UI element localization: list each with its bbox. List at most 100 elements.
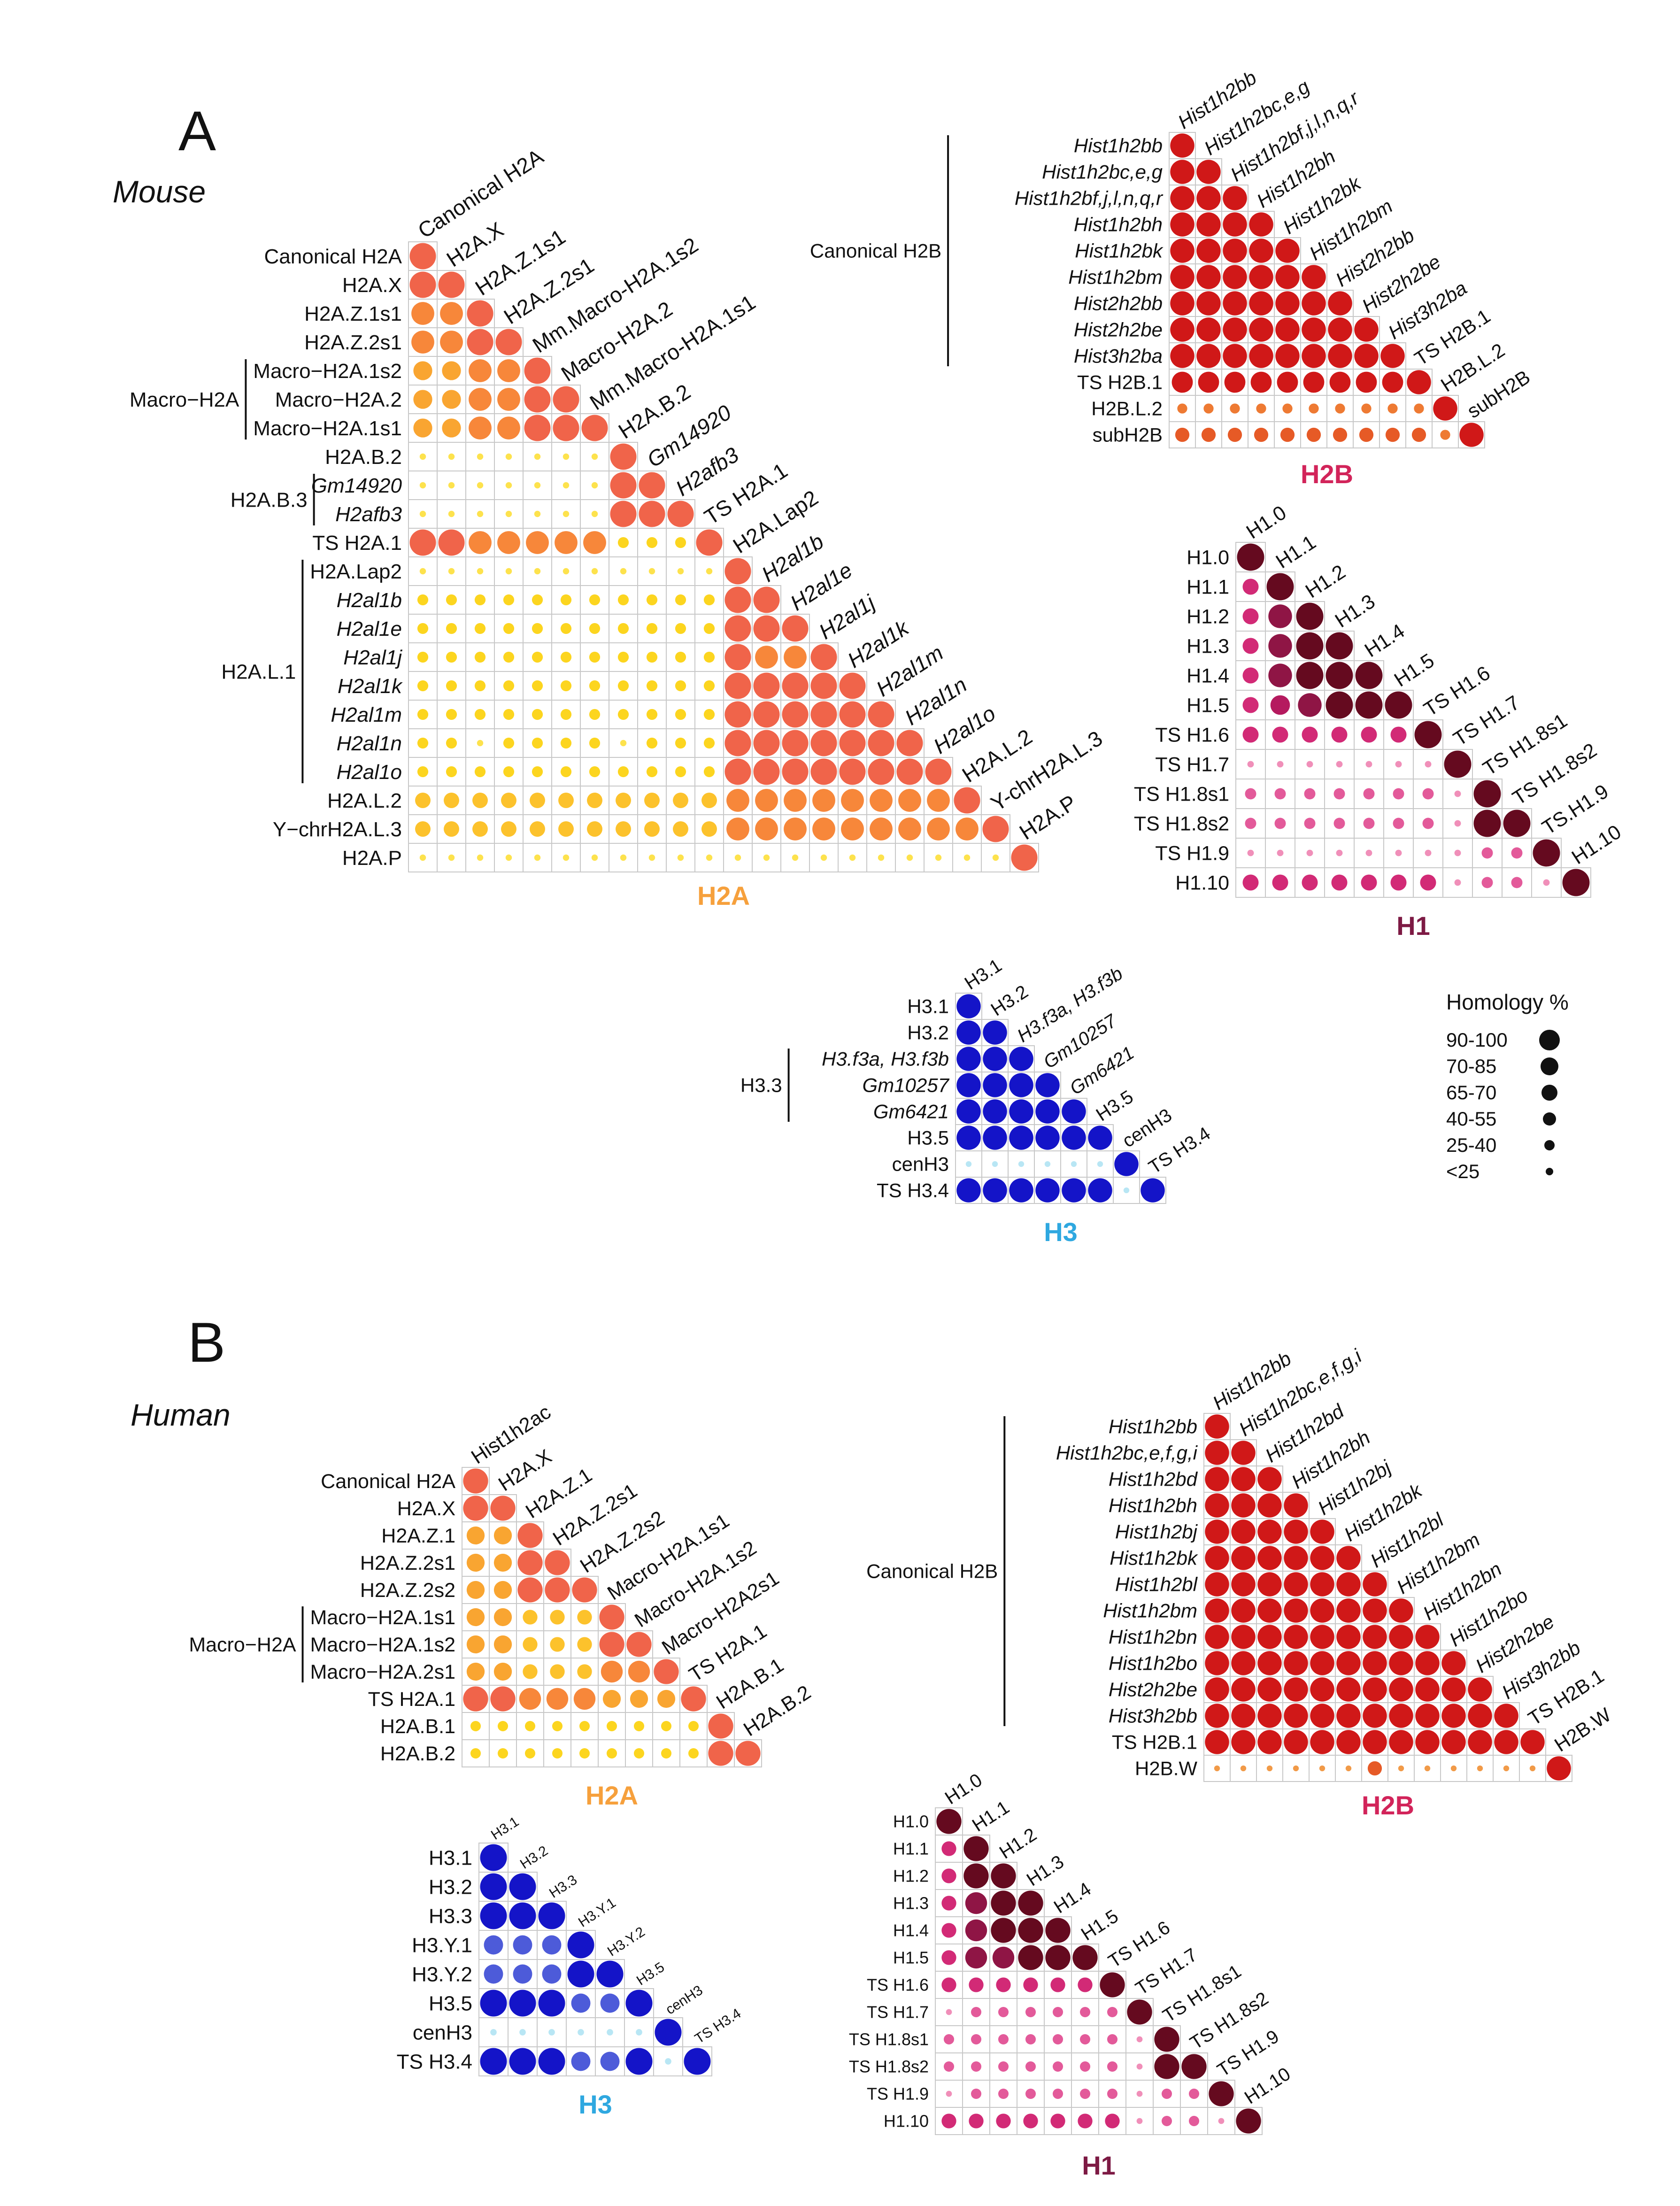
human-h3-col-label-ts-h3-4: TS H3.4 bbox=[692, 2005, 744, 2047]
mouse-h2a-dot-21-2 bbox=[477, 854, 484, 861]
mouse-h1-dot-8-2 bbox=[1304, 788, 1316, 800]
mouse-h2a-dot-3-1 bbox=[440, 331, 463, 354]
mouse-h2b-dot-9-1 bbox=[1198, 371, 1219, 393]
human-h2b-dot-7-1 bbox=[1231, 1598, 1256, 1623]
mouse-h2a-dot-11-1 bbox=[448, 568, 455, 575]
mouse-h1-dot-10-2 bbox=[1306, 849, 1313, 856]
mouse-h2a-dot-18-13 bbox=[782, 758, 809, 785]
mouse-h2b-dot-7-3 bbox=[1249, 317, 1273, 342]
mouse-h2a-dot-13-2 bbox=[474, 623, 486, 634]
human-h2b-dot-6-5 bbox=[1336, 1572, 1361, 1597]
mouse-h1-dot-9-1 bbox=[1274, 818, 1286, 829]
mouse-h2a-dot-19-13 bbox=[784, 789, 807, 812]
human-h1-dot-8-4 bbox=[1052, 2034, 1063, 2045]
mouse-h1-dot-11-2 bbox=[1302, 874, 1318, 891]
mouse-h2b-dot-8-5 bbox=[1302, 344, 1326, 368]
mouse-h2a-dot-10-10 bbox=[696, 529, 723, 556]
mouse-h2a-cell bbox=[551, 556, 581, 586]
mouse-h2b-dot-5-1 bbox=[1196, 265, 1221, 289]
human-h3-dot-7-5 bbox=[625, 2048, 653, 2075]
human-h1-dot-4-2 bbox=[991, 1918, 1016, 1943]
human-h3-dot-4-2 bbox=[542, 1964, 562, 1984]
mouse-h2b-dot-1-0 bbox=[1170, 160, 1194, 184]
human-h2b-dot-7-3 bbox=[1284, 1598, 1308, 1623]
human-h1-row-label-h1-1: H1.1 bbox=[893, 1839, 929, 1859]
human-h1-dot-4-1 bbox=[965, 1919, 987, 1942]
mouse-h2a-dot-17-1 bbox=[446, 737, 457, 749]
human-h2a-cell bbox=[462, 1576, 490, 1604]
human-h2b-dot-4-2 bbox=[1257, 1520, 1282, 1544]
human-h3-col-label-h3-y-2: H3.Y.2 bbox=[605, 1924, 648, 1959]
legend-item-dot bbox=[1541, 1085, 1557, 1101]
mouse-h1-dot-11-3 bbox=[1331, 874, 1348, 891]
human-h2b-dot-9-0 bbox=[1205, 1651, 1229, 1675]
human-h2b-dot-3-2 bbox=[1257, 1493, 1282, 1518]
mouse-h2a-dot-9-7 bbox=[610, 501, 637, 527]
human-h2b-dot-6-3 bbox=[1284, 1572, 1308, 1597]
mouse-h2b-title: H2B bbox=[1301, 459, 1353, 489]
mouse-h2b-dot-4-2 bbox=[1223, 239, 1247, 263]
human-h3-row-label-cenh3: cenH3 bbox=[413, 2021, 472, 2044]
legend-item-dot bbox=[1544, 1140, 1555, 1150]
mouse-h2b-dot-8-0 bbox=[1170, 344, 1194, 368]
human-h2a-dot-10-0 bbox=[470, 1748, 481, 1759]
mouse-h2b-dot-10-8 bbox=[1387, 403, 1398, 414]
mouse-h2a-dot-20-3 bbox=[501, 821, 516, 837]
mouse-h2a-dot-15-3 bbox=[503, 680, 515, 692]
human-h2b-row-label-h2b-w: H2B.W bbox=[1135, 1758, 1197, 1780]
mouse-h2a-dot-14-3 bbox=[503, 651, 515, 663]
human-h1-dot-7-1 bbox=[971, 2006, 982, 2018]
human-h2b-dot-10-1 bbox=[1231, 1677, 1256, 1702]
mouse-h2a-dot-10-8 bbox=[646, 537, 658, 548]
mouse-h2a-dot-12-2 bbox=[474, 594, 486, 606]
human-h1-dot-11-1 bbox=[969, 2113, 984, 2129]
mouse-h2a-dot-21-9 bbox=[677, 854, 684, 861]
human-h2a-dot-10-7 bbox=[661, 1748, 672, 1759]
mouse-h1-row-label-ts-h1-9: TS H1.9 bbox=[1155, 842, 1229, 865]
human-h1-dot-11-11 bbox=[1236, 2108, 1261, 2134]
human-h2b-dot-12-12 bbox=[1520, 1730, 1545, 1754]
mouse-h2b-dot-2-1 bbox=[1196, 186, 1221, 210]
mouse-h2a-dot-17-9 bbox=[675, 737, 686, 749]
mouse-h2b-dot-0-0 bbox=[1170, 133, 1194, 158]
human-h2b-row-label-hist1h2bd: Hist1h2bd bbox=[1109, 1468, 1198, 1490]
mouse-h2b-row-label-hist1h2bc-e-g: Hist1h2bc,e,g bbox=[1042, 161, 1163, 183]
human-h2a-dot-9-5 bbox=[606, 1720, 617, 1732]
mouse-h2b-dot-9-9 bbox=[1407, 370, 1431, 394]
human-h1-dot-8-3 bbox=[1025, 2034, 1036, 2045]
legend-title: Homology % bbox=[1446, 990, 1569, 1014]
mouse-h2a-dot-20-10 bbox=[701, 821, 717, 837]
mouse-h1-dot-9-3 bbox=[1333, 818, 1345, 829]
human-h2b-dot-12-0 bbox=[1205, 1730, 1229, 1754]
mouse-h2a-dot-10-0 bbox=[409, 529, 436, 556]
mouse-h2a-dot-21-12 bbox=[763, 854, 770, 861]
human-h1-dot-7-2 bbox=[998, 2006, 1009, 2018]
mouse-h2b-row-label-hist1h2bf-j-l-n-q-r: Hist1h2bf,j,l,n,q,r bbox=[1015, 187, 1164, 209]
mouse-h2b-row-label-hist1h2bm: Hist1h2bm bbox=[1068, 266, 1163, 288]
mouse-h2b-dot-3-0 bbox=[1170, 212, 1194, 237]
mouse-h1-dot-8-3 bbox=[1333, 788, 1345, 800]
mouse-h2a-row-label-canonical-h2a: Canonical H2A bbox=[264, 245, 402, 268]
mouse-h2a-dot-11-7 bbox=[620, 568, 627, 575]
mouse-h2a-row-label-h2a-p: H2A.P bbox=[342, 847, 402, 870]
mouse-h2a-dot-10-2 bbox=[469, 531, 492, 554]
human-h2a-dot-7-3 bbox=[550, 1664, 565, 1679]
human-h2a-chart: Canonical H2A H2A.X H2A.Z.1 H2A.Z.2s1 H2A.Z.… bbox=[189, 1401, 815, 1810]
human-h2a-dot-8-0 bbox=[463, 1686, 488, 1712]
mouse-h2a-row-label-h2al1n: H2al1n bbox=[337, 732, 402, 755]
human-h1-dot-6-2 bbox=[996, 1977, 1011, 1992]
mouse-h2b-dot-11-5 bbox=[1306, 427, 1321, 442]
mouse-h2b-dot-9-6 bbox=[1329, 371, 1351, 393]
mouse-h2a-chart: Canonical H2A H2A.X H2A.Z.1s1 H2A.Z.2s1 Macr… bbox=[130, 144, 1107, 910]
mouse-h2a-dot-16-9 bbox=[675, 709, 686, 720]
human-h1-dot-6-3 bbox=[1023, 1977, 1038, 1992]
human-h2b-dot-10-9 bbox=[1441, 1677, 1466, 1702]
mouse-h1-row-label-ts-h1-6: TS H1.6 bbox=[1155, 724, 1229, 747]
mouse-h2a-dot-12-5 bbox=[560, 594, 572, 606]
human-h3-dot-7-0 bbox=[480, 2048, 507, 2075]
mouse-h3-chart: H3.1H3.2H3.f3a, H3.f3bGm10257Gm6421H3.5c… bbox=[740, 955, 1214, 1247]
mouse-h2a-dot-10-5 bbox=[555, 531, 578, 554]
mouse-h2a-dot-6-0 bbox=[413, 418, 432, 438]
mouse-h2b-row-label-hist3h2ba: Hist3h2ba bbox=[1074, 345, 1163, 367]
